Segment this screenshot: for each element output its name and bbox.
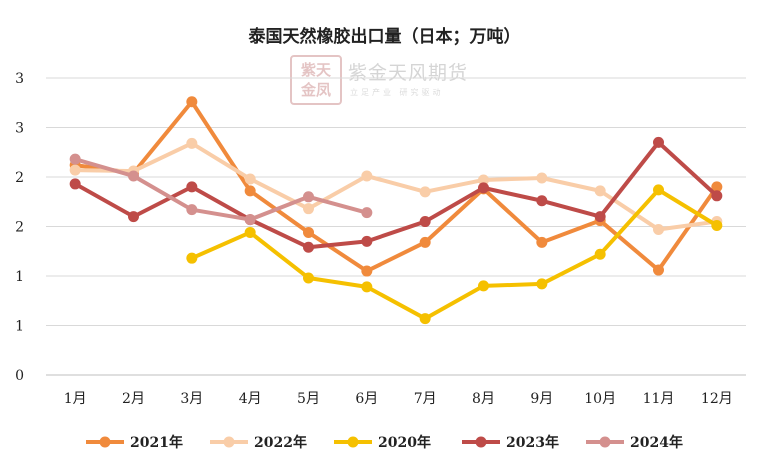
data-point bbox=[594, 211, 606, 223]
legend-swatch-marker bbox=[99, 436, 111, 448]
data-point bbox=[69, 178, 81, 190]
legend-swatch-marker bbox=[223, 436, 235, 448]
data-point bbox=[478, 174, 489, 186]
series-line bbox=[73, 157, 369, 222]
x-tick-label: 8月 bbox=[472, 391, 495, 407]
data-point bbox=[536, 172, 548, 184]
gridlines bbox=[46, 77, 746, 326]
legend-item: 2020年 bbox=[334, 434, 431, 451]
data-point bbox=[186, 181, 198, 193]
data-point bbox=[361, 170, 373, 182]
data-point bbox=[653, 264, 664, 276]
watermark-slogan: 立足产业 研究驱动 bbox=[350, 88, 444, 97]
tick-labels: 0 1 1 2 2 3 3 1月 2月 3月 4月 5月 6月 7月 8月 9月 10月 11月 12月 bbox=[15, 71, 733, 407]
data-point bbox=[361, 265, 373, 277]
series-line bbox=[73, 140, 719, 250]
data-point bbox=[186, 204, 198, 216]
legend-label: 2022年 bbox=[254, 434, 307, 451]
data-point bbox=[69, 164, 81, 176]
series-line bbox=[73, 99, 719, 274]
data-point bbox=[186, 252, 198, 264]
data-point bbox=[244, 226, 256, 238]
data-point bbox=[536, 236, 548, 248]
legend-item: 2021年 bbox=[86, 434, 183, 451]
data-point bbox=[244, 214, 256, 226]
data-point bbox=[244, 185, 256, 197]
legend-label: 2021年 bbox=[130, 434, 183, 451]
data-point bbox=[653, 136, 664, 148]
x-tick-label: 3月 bbox=[180, 391, 203, 407]
data-point bbox=[361, 235, 373, 247]
data-point bbox=[594, 248, 606, 260]
data-point bbox=[244, 173, 256, 185]
series-line bbox=[73, 141, 719, 232]
y-tick-label: 1 bbox=[15, 269, 24, 285]
x-tick-label: 10月 bbox=[584, 391, 616, 407]
data-point bbox=[711, 181, 723, 193]
x-tick-label: 4月 bbox=[239, 391, 262, 407]
data-point bbox=[303, 241, 314, 253]
data-point bbox=[69, 153, 81, 165]
legend-label: 2020年 bbox=[378, 434, 431, 451]
x-tick-label: 1月 bbox=[64, 391, 87, 407]
data-point bbox=[419, 236, 431, 248]
legend-label: 2024年 bbox=[630, 434, 683, 451]
data-point bbox=[653, 223, 664, 235]
legend-label: 2023年 bbox=[506, 434, 559, 451]
x-tick-label: 12月 bbox=[701, 391, 733, 407]
chart-title: 泰国天然橡胶出口量（日本；万吨） bbox=[248, 27, 521, 47]
legend-swatch-marker bbox=[599, 436, 611, 448]
data-point bbox=[361, 281, 373, 293]
legend-item: 2022年 bbox=[210, 434, 307, 451]
legend-item: 2024年 bbox=[586, 434, 683, 451]
legend: 2021年 2022年 2020年 2023年 2024年 bbox=[86, 434, 683, 451]
data-point bbox=[536, 278, 548, 290]
x-tick-label: 9月 bbox=[530, 391, 553, 407]
data-point bbox=[653, 184, 664, 196]
data-point bbox=[536, 195, 548, 207]
data-point bbox=[303, 226, 314, 238]
y-tick-label: 3 bbox=[15, 121, 24, 137]
data-point bbox=[419, 216, 431, 228]
y-tick-label: 3 bbox=[15, 71, 24, 87]
y-tick-label: 0 bbox=[15, 368, 24, 384]
series-2 bbox=[186, 184, 723, 325]
x-tick-label: 2月 bbox=[122, 391, 145, 407]
y-tick-label: 2 bbox=[15, 220, 24, 236]
series-line bbox=[189, 187, 719, 321]
data-point bbox=[303, 203, 314, 215]
x-tick-label: 7月 bbox=[414, 391, 437, 407]
series-1 bbox=[69, 137, 723, 235]
x-tick-label: 6月 bbox=[355, 391, 378, 407]
data-point bbox=[711, 220, 723, 232]
data-point bbox=[303, 191, 314, 203]
legend-item: 2023年 bbox=[462, 434, 559, 451]
data-point bbox=[594, 185, 606, 197]
data-point bbox=[128, 211, 139, 223]
watermark-seal: 紫天 金凤 bbox=[290, 55, 342, 105]
data-point bbox=[186, 137, 198, 149]
series-4 bbox=[69, 153, 373, 226]
data-point bbox=[128, 170, 139, 182]
series-3 bbox=[69, 136, 723, 253]
data-point bbox=[419, 313, 431, 325]
data-point bbox=[419, 186, 431, 198]
data-point bbox=[361, 207, 373, 219]
legend-swatch-marker bbox=[475, 436, 487, 448]
legend-swatch-marker bbox=[347, 436, 359, 448]
y-tick-label: 1 bbox=[15, 319, 24, 335]
data-point bbox=[186, 96, 198, 108]
data-point bbox=[711, 190, 723, 202]
x-tick-label: 11月 bbox=[643, 391, 675, 407]
y-tick-label: 2 bbox=[15, 170, 24, 186]
data-point bbox=[478, 280, 489, 292]
data-point bbox=[303, 272, 314, 284]
x-tick-label: 5月 bbox=[297, 391, 320, 407]
series-lines bbox=[69, 96, 723, 325]
data-point bbox=[478, 182, 489, 194]
